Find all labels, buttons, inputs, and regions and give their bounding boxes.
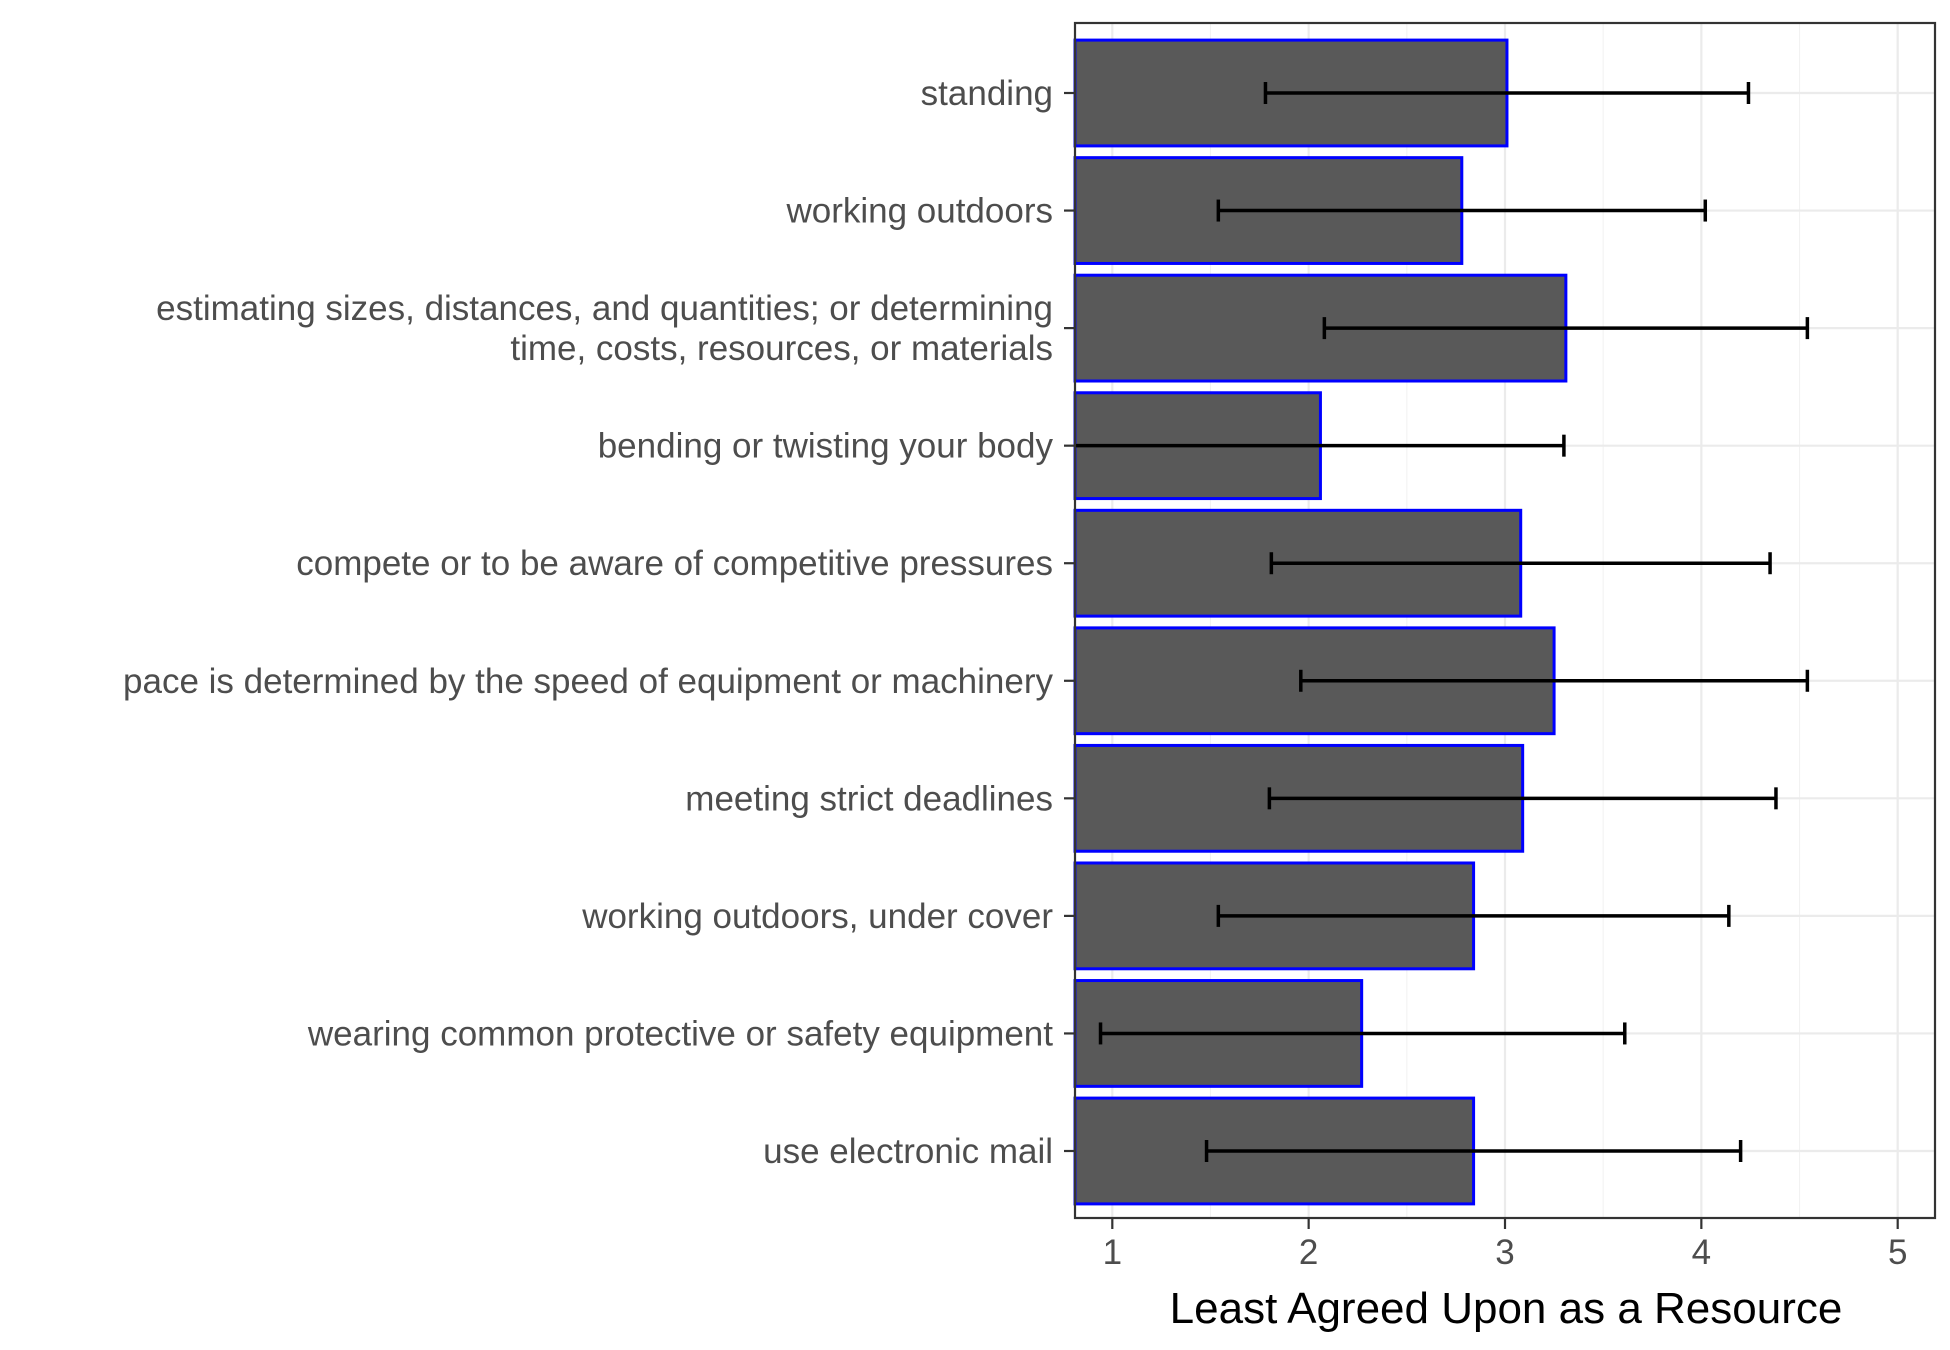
y-tick-label-line: estimating sizes, distances, and quantit… <box>156 289 1053 328</box>
y-tick-label: meeting strict deadlines <box>685 779 1053 818</box>
x-tick-label: 5 <box>1888 1233 1907 1272</box>
y-tick-label-line: compete or to be aware of competitive pr… <box>296 544 1053 583</box>
y-tick-label-line: meeting strict deadlines <box>685 779 1053 818</box>
y-tick-label: working outdoors <box>785 192 1053 231</box>
y-tick-label-line: working outdoors <box>785 192 1053 231</box>
y-tick-label-line: use electronic mail <box>763 1132 1053 1171</box>
y-axis: standing working outdoors estimating sizes… <box>123 74 1075 1171</box>
error-bars <box>1075 82 1810 1162</box>
y-tick-label-line: pace is determined by the speed of equip… <box>123 662 1053 701</box>
x-axis: 1 2 3 4 5 <box>1103 1218 1907 1272</box>
y-tick-label-line: working outdoors, under cover <box>581 897 1053 936</box>
bars <box>1073 38 1568 1206</box>
y-tick-label: standing <box>921 74 1053 113</box>
x-tick-label: 4 <box>1692 1233 1711 1272</box>
y-tick-label-line: time, costs, resources, or materials <box>510 329 1053 368</box>
y-tick-label: bending or twisting your body <box>598 427 1054 466</box>
x-tick-label: 1 <box>1103 1233 1122 1272</box>
y-tick-label: estimating sizes, distances, and quantit… <box>156 289 1053 368</box>
y-tick-label-line: bending or twisting your body <box>598 427 1054 466</box>
x-tick-label: 3 <box>1495 1233 1514 1272</box>
y-tick-label-line: wearing common protective or safety equi… <box>307 1014 1053 1053</box>
x-tick-label: 2 <box>1299 1233 1318 1272</box>
y-tick-label: compete or to be aware of competitive pr… <box>296 544 1053 583</box>
y-tick-label: wearing common protective or safety equi… <box>307 1014 1053 1053</box>
y-tick-label: pace is determined by the speed of equip… <box>123 662 1053 701</box>
y-tick-label-line: standing <box>921 74 1053 113</box>
x-axis-title: Least Agreed Upon as a Resource <box>1170 1284 1843 1333</box>
y-tick-label: working outdoors, under cover <box>581 897 1053 936</box>
y-tick-label: use electronic mail <box>763 1132 1053 1171</box>
